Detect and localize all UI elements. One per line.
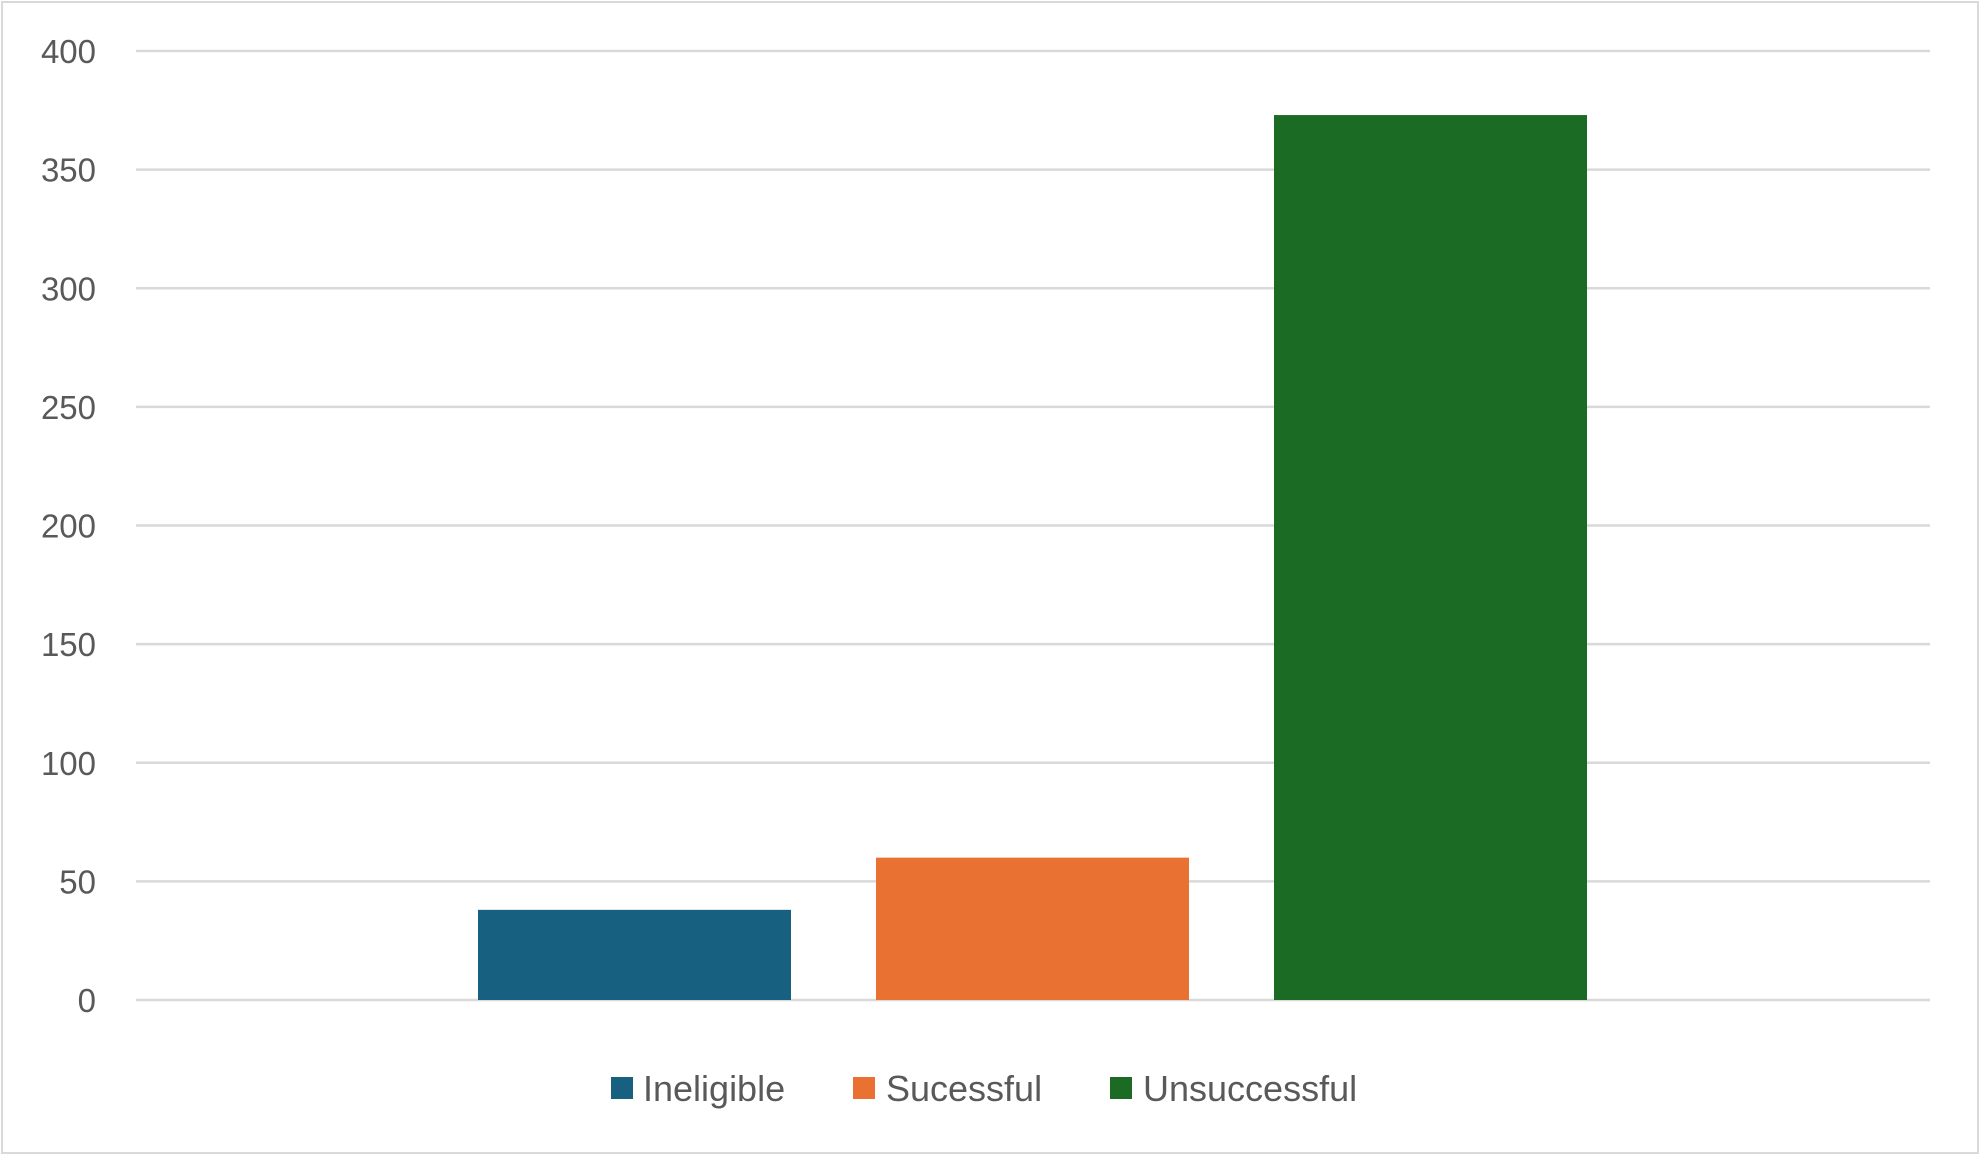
- legend-swatch: [1110, 1077, 1132, 1099]
- legend-swatch: [611, 1077, 633, 1099]
- bar-unsuccessful: [1274, 115, 1587, 1001]
- y-tick-label: 350: [41, 152, 96, 189]
- legend-item-unsuccessful: Unsuccessful: [1110, 1068, 1357, 1109]
- legend-label: Sucessful: [886, 1068, 1042, 1109]
- y-tick-label: 100: [41, 745, 96, 782]
- gridlines: [136, 49, 1930, 1002]
- y-axis-tick-labels: 0 50 100 150 200 250 300 350 400: [41, 33, 96, 1019]
- y-tick-label: 150: [41, 626, 96, 663]
- y-tick-label: 50: [59, 863, 96, 900]
- y-tick-label: 0: [78, 982, 96, 1019]
- legend-label: Unsuccessful: [1143, 1068, 1357, 1109]
- y-tick-label: 200: [41, 508, 96, 545]
- legend-item-sucessful: Sucessful: [853, 1068, 1042, 1109]
- legend-item-ineligible: Ineligible: [611, 1068, 785, 1109]
- legend-swatch: [853, 1077, 875, 1099]
- bars: [478, 115, 1587, 1001]
- bar-sucessful: [876, 857, 1189, 1000]
- legend: Ineligible Sucessful Unsuccessful: [611, 1068, 1357, 1109]
- legend-label: Ineligible: [643, 1068, 785, 1109]
- y-tick-label: 400: [41, 33, 96, 70]
- y-tick-label: 300: [41, 270, 96, 307]
- y-tick-label: 250: [41, 389, 96, 426]
- bar-ineligible: [478, 909, 791, 1000]
